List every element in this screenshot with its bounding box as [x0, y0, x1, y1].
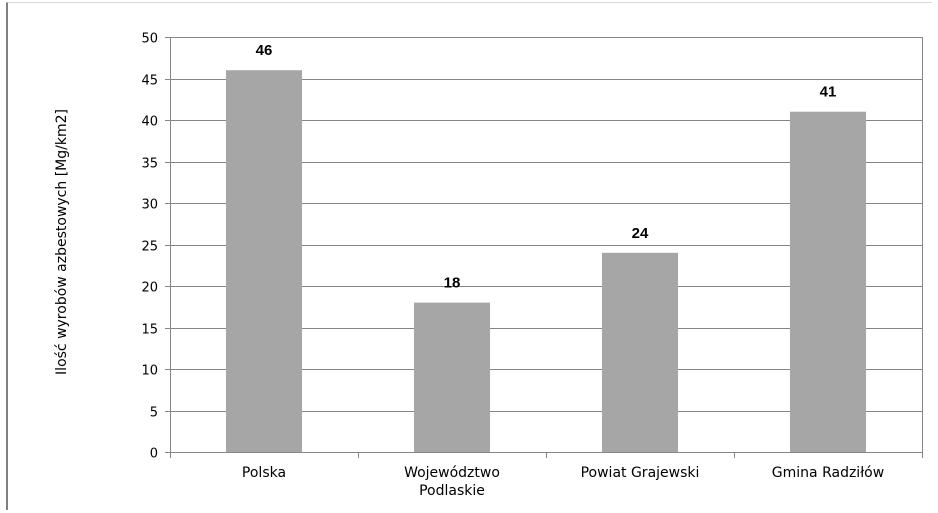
y-tick-label: 50 — [141, 32, 158, 47]
data-label: 24 — [632, 225, 649, 242]
bars — [226, 70, 866, 452]
bar — [226, 70, 302, 452]
y-tick-label: 0 — [150, 447, 158, 462]
data-labels: 46 18 24 41 — [256, 42, 837, 291]
y-axis-label: Ilość wyrobów azbestowych [Mg/km2] — [54, 109, 70, 375]
x-tick-label: Województwo Podlaskie — [404, 465, 500, 499]
x-tick-label: Polska — [242, 465, 286, 481]
bar — [414, 302, 490, 452]
data-label: 46 — [256, 42, 273, 59]
bar — [790, 111, 866, 452]
y-tick-label: 10 — [141, 364, 158, 379]
y-tick-label: 15 — [141, 323, 158, 338]
y-tick-labels: 0 5 10 15 20 25 30 35 40 45 50 — [141, 32, 158, 462]
x-tick-label: Powiat Grajewski — [581, 465, 700, 481]
y-tick-label: 30 — [141, 198, 158, 213]
y-tick-label: 45 — [141, 74, 158, 89]
axes — [165, 37, 923, 458]
x-tick-labels: Polska Województwo Podlaskie Powiat Grajews… — [242, 465, 884, 499]
y-tick-label: 35 — [141, 157, 158, 172]
y-tick-label: 5 — [150, 406, 158, 421]
bar — [602, 252, 678, 452]
y-tick-label: 40 — [141, 115, 158, 130]
y-tick-label: 20 — [141, 281, 158, 296]
data-label: 18 — [444, 275, 461, 292]
x-tick-label: Gmina Radziłów — [772, 465, 884, 481]
y-tick-label: 25 — [141, 240, 158, 255]
data-label: 41 — [820, 84, 837, 101]
